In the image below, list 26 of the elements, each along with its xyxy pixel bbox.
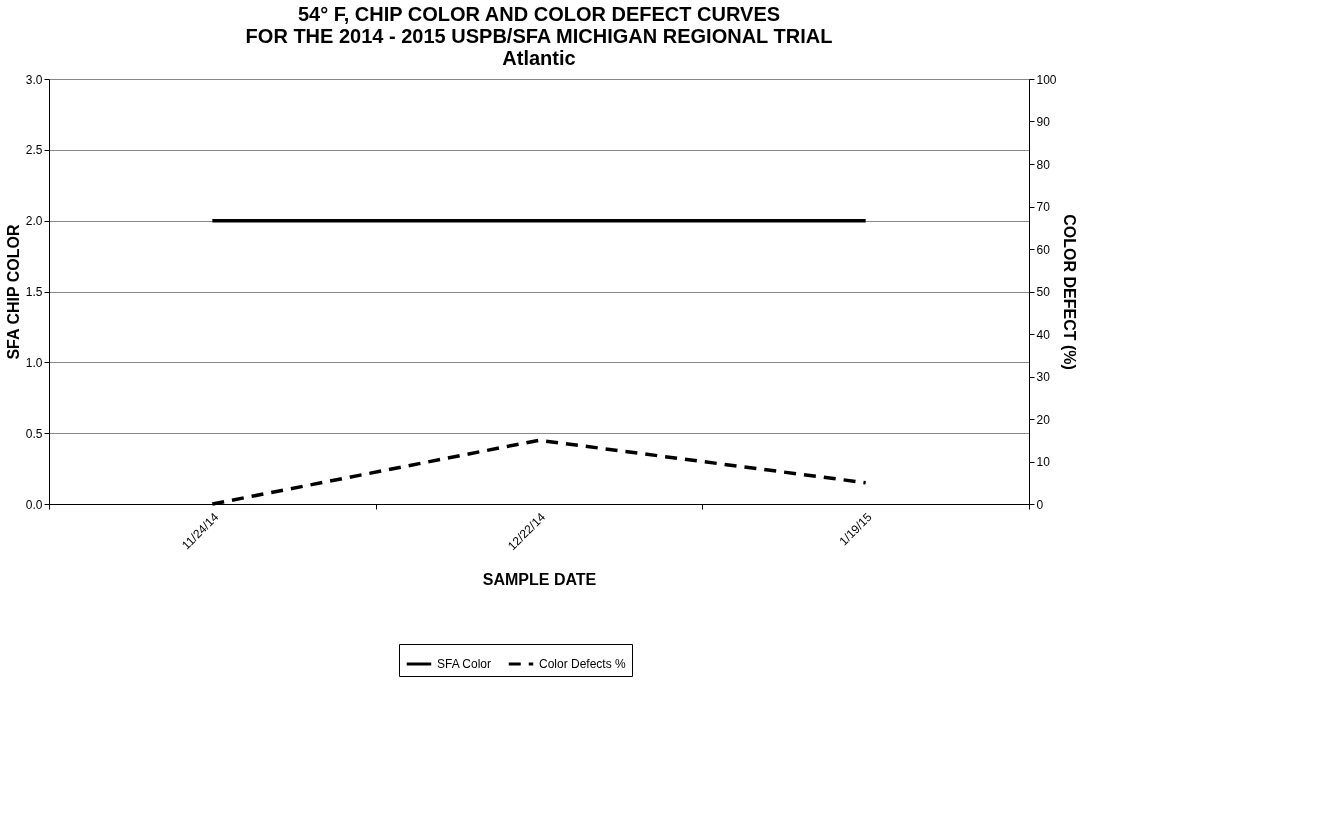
- y2-axis-title: COLOR DEFECT (%): [1060, 214, 1078, 370]
- y2-tick-label: 80: [1036, 157, 1051, 172]
- y2-tick-label: 10: [1036, 455, 1051, 469]
- y2-tick-label: 30: [1036, 370, 1051, 384]
- x-axis-title: SAMPLE DATE: [482, 571, 597, 589]
- y2-tick-label: 20: [1036, 412, 1051, 427]
- y2-tick-label: 0: [1036, 497, 1044, 512]
- legend-label: Color Defects %: [539, 657, 627, 671]
- y2-tick-label: 50: [1036, 285, 1051, 299]
- y2-tick-label: 100: [1036, 72, 1057, 87]
- text: Atlantic: [502, 47, 576, 69]
- y-tick-label: 2.0: [25, 214, 43, 229]
- y-axis-title: SFA CHIP COLOR: [4, 223, 22, 360]
- y2-tick-label: 70: [1036, 200, 1051, 214]
- legend-label: SFA Color: [437, 657, 492, 671]
- y-tick-label: 0.0: [25, 497, 43, 512]
- y-tick-label: 1.5: [25, 285, 43, 299]
- y2-tick-label: 40: [1036, 327, 1051, 342]
- text: 54° F, CHIP COLOR AND COLOR DEFECT CURVES: [297, 3, 781, 25]
- text: FOR THE 2014 - 2015 USPB/SFA MICHIGAN REGIONAL TRIAL: [245, 25, 833, 47]
- y-tick-label: 3.0: [25, 72, 43, 87]
- y2-tick-label: 60: [1036, 242, 1051, 257]
- y-tick-label: 1.0: [25, 355, 43, 370]
- y-tick-label: 0.5: [25, 426, 43, 441]
- y-tick-label: 2.5: [25, 143, 43, 158]
- y2-tick-label: 90: [1036, 115, 1051, 129]
